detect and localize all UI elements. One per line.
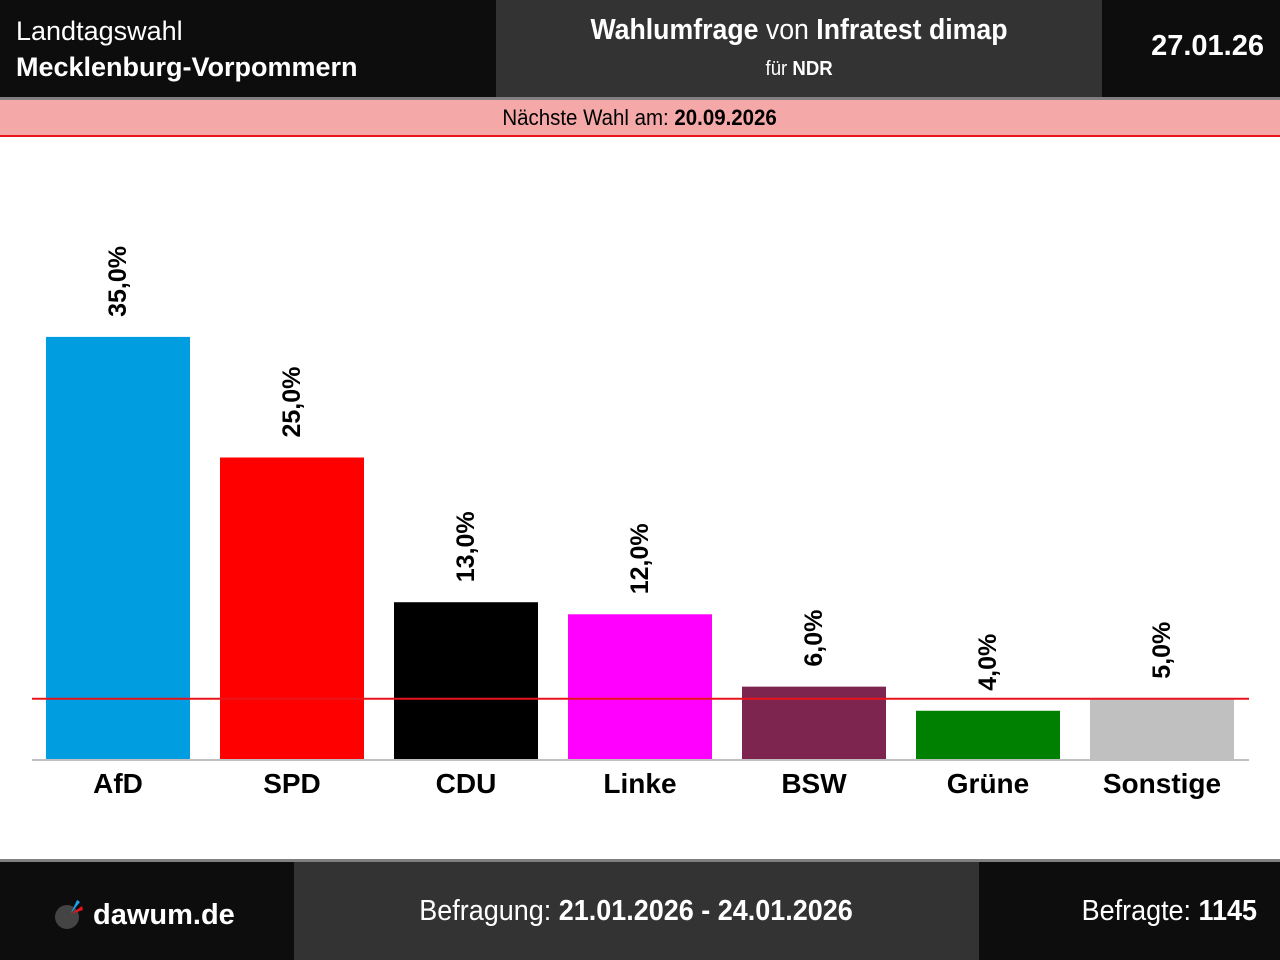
- election-type: Landtagswahl: [16, 16, 183, 46]
- category-label-grüne: Grüne: [947, 768, 1029, 799]
- survey-period-value: 21.01.2026 - 24.01.2026: [559, 895, 854, 927]
- bar-grüne: [916, 710, 1060, 759]
- value-label-spd: 25,0%: [278, 367, 306, 438]
- value-label-afd: 35,0%: [104, 246, 132, 317]
- poll-title-connector: von: [758, 14, 817, 46]
- value-label-cdu: 13,0%: [452, 511, 480, 582]
- header-divider: [0, 97, 1280, 100]
- value-label-sonstige: 5,0%: [1148, 622, 1176, 679]
- value-label-grüne: 4,0%: [974, 634, 1002, 691]
- header-date-box: 27.01.26: [1102, 0, 1280, 97]
- poll-title-word: Wahlumfrage: [590, 14, 759, 46]
- value-label-linke: 12,0%: [626, 523, 654, 594]
- bar-chart: 35,0% AfD 25,0% SPD 13,0% CDU 12,0% Linke 6,0% BS…: [32, 246, 1249, 799]
- bar-cdu: [394, 602, 538, 759]
- footer-brand-box[interactable]: dawum.de: [0, 862, 294, 960]
- category-label-linke: Linke: [603, 768, 676, 799]
- poll-title: Wahlumfrage von Infratest dimap: [520, 14, 1078, 47]
- category-label-afd: AfD: [93, 768, 143, 799]
- bar-linke: [568, 614, 712, 759]
- respondents-label: Befragte:: [1081, 895, 1199, 927]
- category-label-bsw: BSW: [781, 768, 847, 799]
- dawum-logo-icon: [55, 900, 83, 929]
- bar-bsw: [742, 686, 886, 759]
- publication-date: 27.01.26: [1151, 30, 1264, 62]
- header-poll-info: Wahlumfrage von Infratest dimap für NDR: [496, 0, 1102, 97]
- next-election-banner: Nächste Wahl am: 20.09.2026: [0, 100, 1280, 137]
- next-election-date: 20.09.2026: [674, 105, 778, 130]
- footer-respondents: Befragte: 1145: [979, 862, 1280, 960]
- footer-survey-period: Befragung: 21.01.2026 - 24.01.2026: [294, 862, 979, 960]
- client-name: NDR: [792, 58, 833, 80]
- category-label-sonstige: Sonstige: [1103, 768, 1221, 799]
- brand-name: dawum.de: [93, 899, 235, 931]
- value-label-bsw: 6,0%: [800, 610, 828, 667]
- election-region: Mecklenburg-Vorpommern: [16, 52, 358, 82]
- bar-afd: [46, 336, 190, 759]
- survey-period-label: Befragung:: [419, 895, 560, 927]
- footer-divider: [0, 859, 1280, 862]
- respondents-value: 1145: [1198, 895, 1258, 927]
- footer: dawum.de Befragung: 21.01.2026 - 24.01.2…: [0, 862, 1280, 960]
- bar-sonstige: [1090, 698, 1234, 759]
- next-election-label: Nächste Wahl am:: [502, 105, 675, 130]
- header-election-info: Landtagswahl Mecklenburg-Vorpommern: [0, 0, 496, 97]
- pollster-name: Infratest dimap: [816, 14, 1008, 46]
- category-label-spd: SPD: [263, 768, 321, 799]
- client-prefix: für: [765, 58, 793, 80]
- category-label-cdu: CDU: [436, 768, 497, 799]
- poll-client: für NDR: [496, 58, 1102, 81]
- header: Landtagswahl Mecklenburg-Vorpommern Wahl…: [0, 0, 1280, 97]
- bar-spd: [220, 457, 364, 759]
